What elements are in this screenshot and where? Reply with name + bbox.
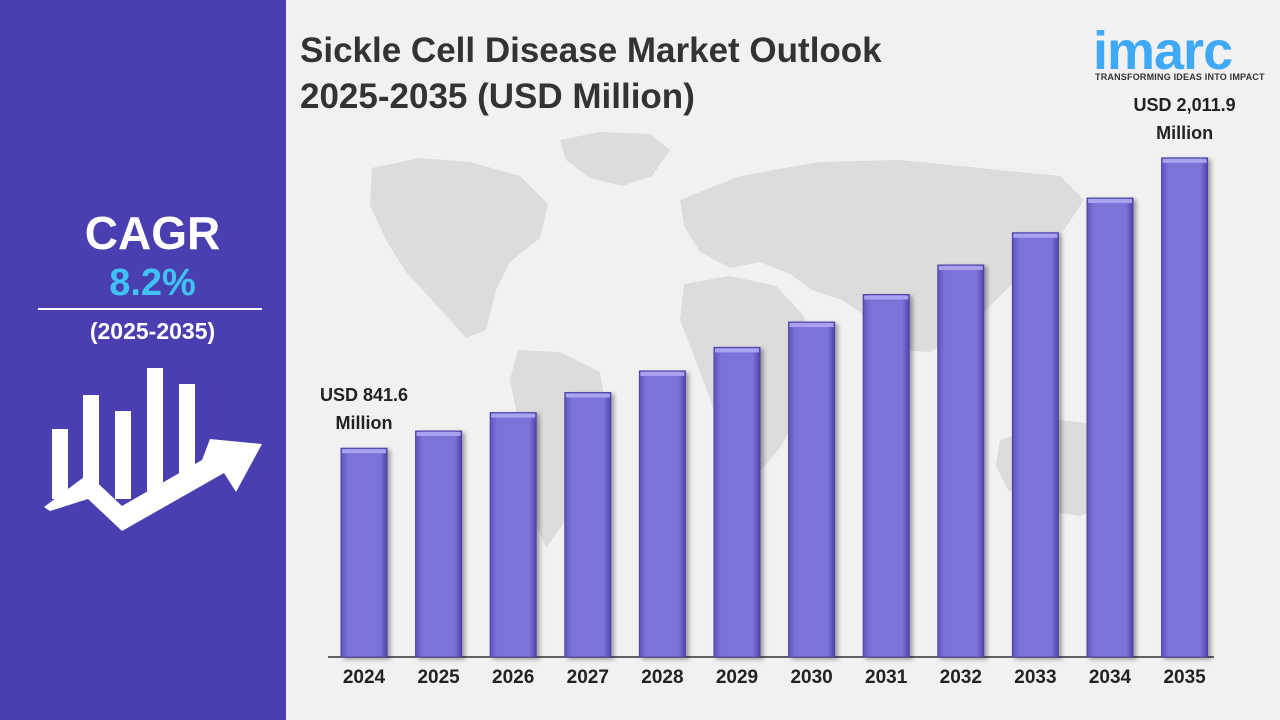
bar-2033 xyxy=(1011,232,1059,658)
divider xyxy=(38,308,262,310)
x-tick-label: 2024 xyxy=(343,667,386,688)
x-tick-label: 2032 xyxy=(940,667,982,688)
bar-2029 xyxy=(713,346,761,658)
bar-2034 xyxy=(1086,197,1134,658)
x-tick-label: 2027 xyxy=(567,667,609,688)
bar-highlight-2032 xyxy=(938,266,983,271)
data-label: USD 841.6 xyxy=(320,385,408,405)
bar-2025 xyxy=(415,430,463,658)
growth-chart-icon xyxy=(44,368,262,531)
bar-2030 xyxy=(788,321,836,658)
bar-highlight-2034 xyxy=(1088,199,1132,204)
data-label: Million xyxy=(1156,123,1213,143)
title-line-1: Sickle Cell Disease Market Outlook xyxy=(300,31,882,70)
bar-highlight-2031 xyxy=(864,295,909,300)
bar-highlight-2026 xyxy=(491,413,536,418)
x-tick-label: 2035 xyxy=(1163,667,1206,688)
bar-highlight-2028 xyxy=(640,371,685,376)
data-label: USD 2,011.9 xyxy=(1134,95,1236,115)
bar-highlight-2033 xyxy=(1013,233,1058,238)
bar-2035 xyxy=(1161,157,1209,658)
logo-tagline: TRANSFORMING IDEAS INTO IMPACT xyxy=(1095,72,1265,82)
bar-2032 xyxy=(937,264,985,658)
x-tick-label: 2029 xyxy=(716,667,758,688)
bar-2028 xyxy=(638,370,686,658)
bar-2031 xyxy=(862,294,910,658)
cagr-label: CAGR xyxy=(84,207,221,259)
data-label: Million xyxy=(336,413,393,433)
bar-2027 xyxy=(564,392,612,658)
logo-wordmark: imarc xyxy=(1093,21,1233,81)
bar-highlight-2030 xyxy=(789,323,834,328)
bar-highlight-2029 xyxy=(715,348,759,353)
title-line-2: 2025-2035 (USD Million) xyxy=(300,77,695,116)
x-tick-label: 2028 xyxy=(641,667,683,688)
x-tick-label: 2025 xyxy=(417,667,460,688)
bar-highlight-2035 xyxy=(1162,158,1207,163)
bar-highlight-2025 xyxy=(416,431,461,436)
cagr-value: 8.2% xyxy=(109,262,196,304)
chart-title: Sickle Cell Disease Market Outlook 2025-… xyxy=(300,28,1000,120)
x-tick-label: 2031 xyxy=(865,667,908,688)
x-tick-label: 2026 xyxy=(492,667,534,688)
bar-2026 xyxy=(489,412,537,658)
imarc-logo: imarc TRANSFORMING IDEAS INTO IMPACT xyxy=(1088,10,1268,90)
sidebar: CAGR 8.2% (2025-2035) xyxy=(0,0,286,720)
cagr-period: (2025-2035) xyxy=(89,318,216,344)
x-tick-label: 2033 xyxy=(1014,667,1056,688)
x-tick-label: 2034 xyxy=(1089,667,1132,688)
bar-highlight-2027 xyxy=(565,393,610,398)
bar-2024 xyxy=(340,447,388,658)
bar-highlight-2024 xyxy=(342,449,386,454)
x-tick-label: 2030 xyxy=(790,667,832,688)
